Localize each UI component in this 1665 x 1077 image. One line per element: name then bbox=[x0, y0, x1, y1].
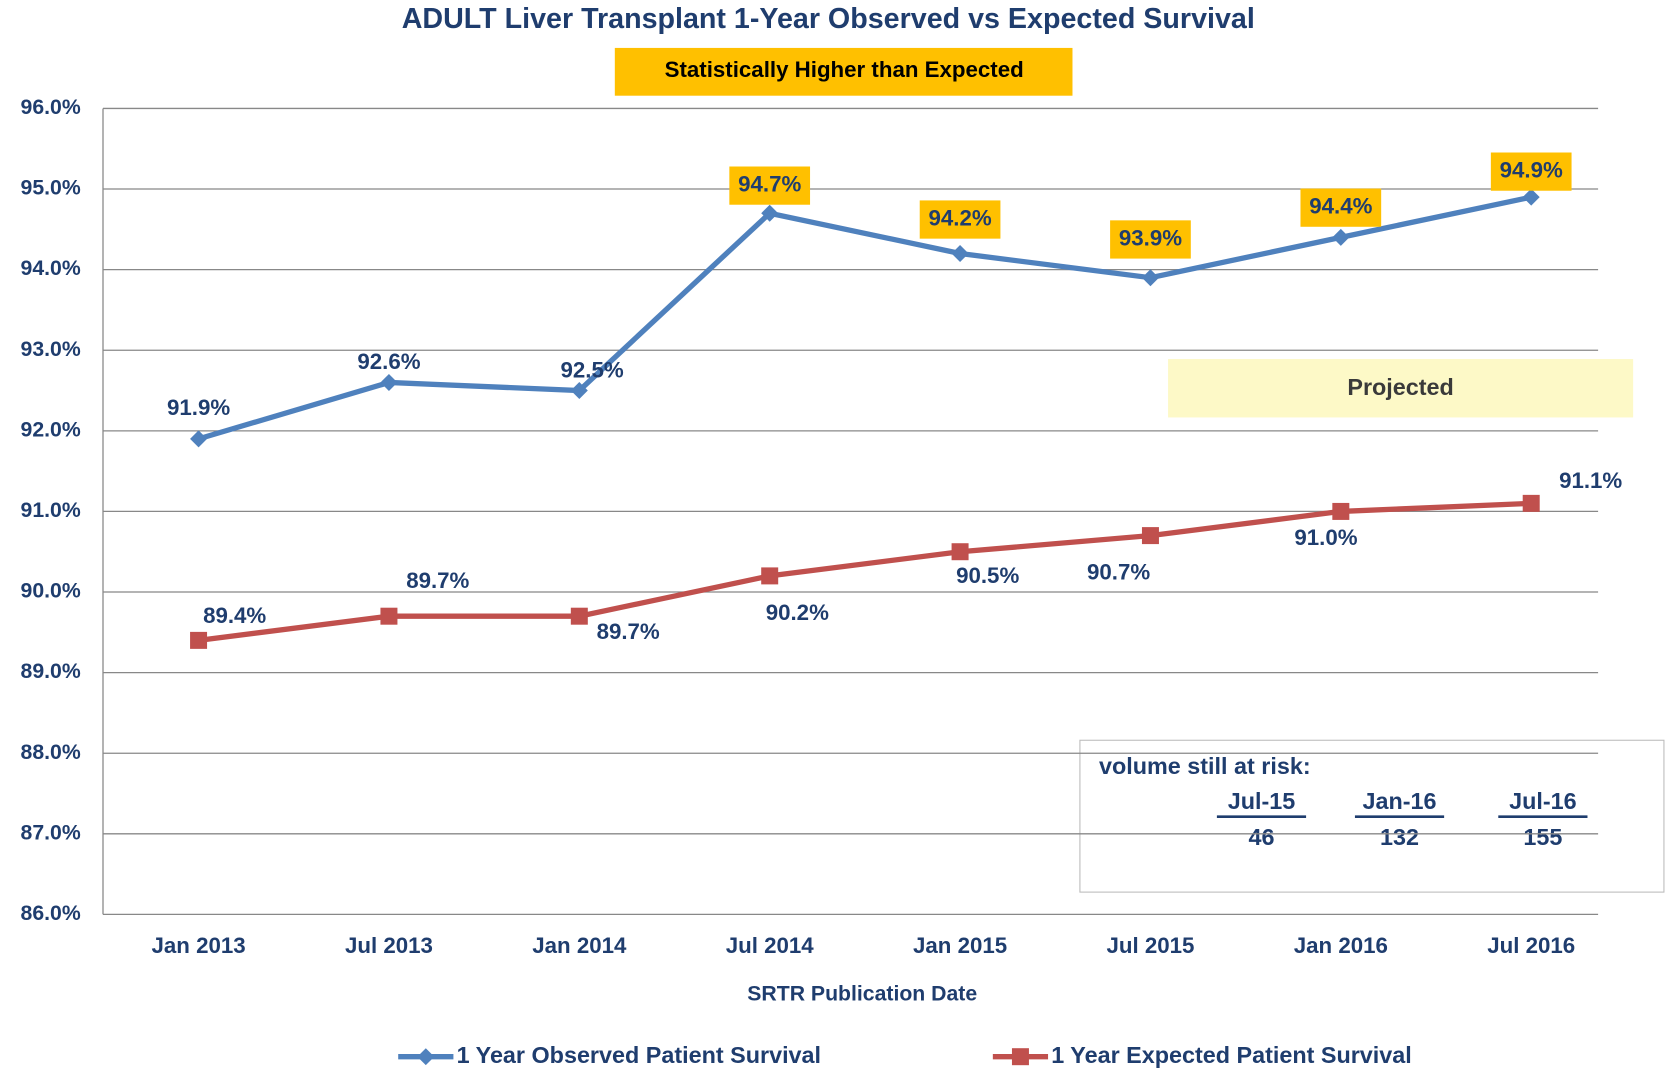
y-tick-label: 91.0% bbox=[21, 499, 81, 522]
legend-marker bbox=[1011, 1048, 1029, 1066]
point bbox=[951, 245, 969, 263]
series-line bbox=[198, 500, 1532, 644]
data-label: 94.7% bbox=[738, 172, 801, 197]
label-background bbox=[1490, 152, 1572, 191]
label-background bbox=[1300, 188, 1382, 227]
banner-box bbox=[614, 47, 1073, 96]
y-tick-label: 93.0% bbox=[21, 338, 81, 361]
x-tick-label: Jul 2013 bbox=[345, 933, 433, 958]
data-label: 90.2% bbox=[766, 600, 829, 625]
data-label: 89.7% bbox=[597, 619, 660, 644]
y-tick-label: 96.0% bbox=[21, 96, 81, 119]
data-label: 92.5% bbox=[560, 357, 623, 382]
x-tick-label: Jul 2014 bbox=[726, 933, 815, 958]
risk-box: volume still at risk: Jul-15 46 Jan-16 132 J… bbox=[1079, 739, 1665, 893]
data-label: 91.0% bbox=[1294, 525, 1357, 550]
data-label: 90.5% bbox=[956, 563, 1019, 588]
point bbox=[190, 631, 208, 649]
data-label: 93.9% bbox=[1119, 225, 1182, 250]
x-tick-label: Jan 2015 bbox=[913, 933, 1007, 958]
risk-header: Jan-16 bbox=[1363, 788, 1437, 814]
point bbox=[1141, 269, 1159, 287]
series-line bbox=[197, 194, 1532, 442]
risk-value: 155 bbox=[1523, 824, 1562, 850]
data-label: 94.2% bbox=[928, 205, 991, 230]
point bbox=[1522, 494, 1540, 512]
point bbox=[380, 373, 398, 391]
x-tick-label: Jan 2014 bbox=[532, 933, 627, 958]
y-tick-label: 87.0% bbox=[21, 821, 81, 844]
legend-marker bbox=[417, 1048, 435, 1066]
data-label: 91.9% bbox=[167, 395, 230, 420]
risk-value: 132 bbox=[1380, 824, 1419, 850]
y-tick-label: 90.0% bbox=[21, 580, 81, 603]
point bbox=[1141, 527, 1159, 545]
point bbox=[570, 607, 588, 625]
label-background bbox=[919, 200, 1001, 239]
risk-header: Jul-16 bbox=[1509, 788, 1577, 814]
label-background bbox=[1110, 220, 1191, 259]
legend-label: 1 Year Observed Patient Survival bbox=[457, 1042, 821, 1068]
data-label: 92.6% bbox=[357, 349, 420, 374]
point bbox=[1522, 188, 1540, 206]
point bbox=[190, 430, 208, 448]
label-background bbox=[729, 166, 811, 205]
x-tick-label: Jan 2016 bbox=[1294, 933, 1388, 958]
point bbox=[761, 204, 779, 222]
x-axis-title: SRTR Publication Date bbox=[747, 983, 977, 1006]
y-tick-label: 92.0% bbox=[21, 418, 81, 441]
data-label: 94.9% bbox=[1500, 158, 1563, 183]
point bbox=[380, 607, 398, 625]
data-label: 91.1% bbox=[1559, 468, 1622, 493]
x-tick-label: Jul 2015 bbox=[1106, 933, 1194, 958]
y-tick-label: 94.0% bbox=[21, 257, 81, 280]
point bbox=[570, 382, 588, 400]
point bbox=[1332, 228, 1350, 246]
legend-label: 1 Year Expected Patient Survival bbox=[1051, 1042, 1412, 1068]
data-label: 89.4% bbox=[203, 603, 266, 628]
projected-box bbox=[1168, 359, 1634, 418]
y-tick-label: 95.0% bbox=[21, 177, 81, 200]
point bbox=[951, 543, 969, 561]
banner: Statistically Higher than Expected bbox=[665, 57, 1024, 82]
y-tick-label: 89.0% bbox=[21, 660, 81, 683]
risk-value: 46 bbox=[1249, 824, 1275, 850]
risk-header: Jul-15 bbox=[1228, 788, 1296, 814]
y-tick-label: 88.0% bbox=[21, 741, 81, 764]
point bbox=[1332, 502, 1350, 520]
projected-label: Projected bbox=[1347, 374, 1453, 400]
data-label: 90.7% bbox=[1087, 560, 1150, 585]
y-tick-label: 86.0% bbox=[21, 902, 81, 925]
x-tick-label: Jan 2013 bbox=[151, 933, 245, 958]
x-tick-label: Jul 2016 bbox=[1487, 933, 1575, 958]
data-label: 94.4% bbox=[1309, 194, 1372, 219]
chart-title: ADULT Liver Transplant 1-Year Observed v… bbox=[402, 3, 1255, 35]
risk-title: volume still at risk: bbox=[1099, 753, 1311, 779]
data-label: 89.7% bbox=[406, 568, 469, 593]
point bbox=[761, 567, 779, 585]
